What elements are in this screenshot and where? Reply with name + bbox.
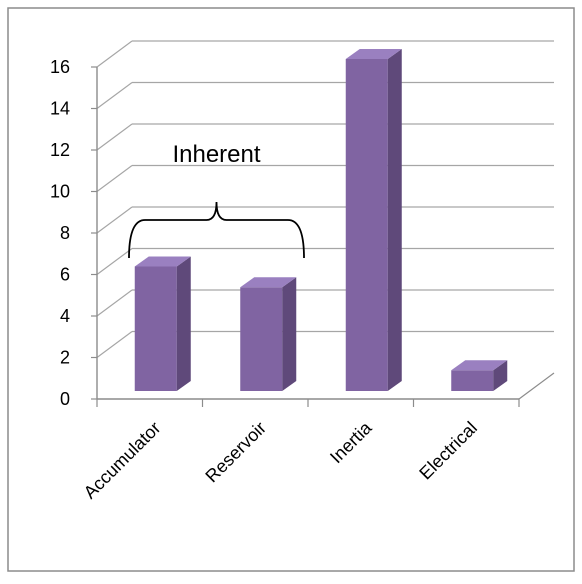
bar (451, 360, 508, 391)
y-tick-label: 10 (50, 182, 70, 202)
bar-front-face (451, 370, 494, 391)
gridline-diagonal (96, 206, 133, 234)
bar-side-face (176, 256, 191, 391)
bar-side-face (387, 49, 402, 391)
bar (345, 49, 402, 391)
bar-top-face (451, 360, 508, 371)
y-tick-label: 0 (60, 389, 70, 409)
y-tick-label: 12 (50, 140, 70, 160)
gridline-diagonal (96, 248, 133, 275)
y-tick-label: 16 (50, 57, 70, 77)
gridline-diagonal (96, 165, 133, 192)
bar-top-face (134, 256, 191, 267)
y-tick-label: 8 (60, 223, 70, 243)
y-tick-label: 6 (60, 265, 70, 285)
bar-top-face (240, 277, 297, 288)
floor-right-edge (518, 372, 555, 400)
gridline-diagonal (96, 331, 133, 358)
bar-side-face (282, 277, 297, 391)
gridline-diagonal (96, 123, 133, 151)
y-axis-ticks: 0 2 4 6 8 10 12 14 16 (50, 57, 97, 409)
bar-top-face (345, 49, 402, 59)
gridline-diagonal (96, 289, 133, 317)
y-tick-label: 4 (60, 306, 70, 326)
gridline-diagonal (96, 82, 133, 109)
annotation-brace (128, 201, 305, 259)
annotations: Inherent (128, 141, 305, 259)
y-tick-label: 2 (60, 348, 70, 368)
bar-side-face (493, 360, 508, 391)
gridlines (96, 40, 554, 358)
bar (134, 256, 191, 391)
bar-front-face (240, 287, 283, 391)
annotation-label: Inherent (172, 141, 260, 168)
bar (240, 277, 297, 391)
gridline-diagonal (96, 40, 133, 68)
bar-front-face (345, 59, 388, 391)
bars (134, 49, 508, 391)
y-tick-label: 14 (50, 99, 70, 119)
bar-front-face (134, 266, 177, 391)
